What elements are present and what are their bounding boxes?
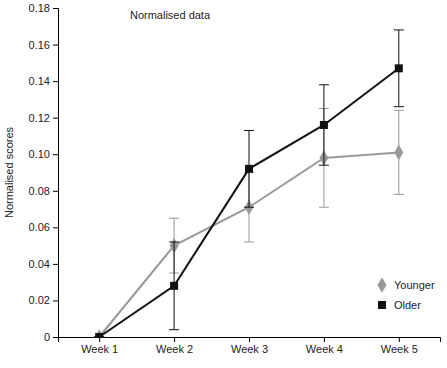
legend: Younger Older — [378, 277, 435, 311]
x-tick: Week 3 — [231, 337, 268, 355]
error-bar — [244, 130, 254, 207]
error-bar — [169, 242, 179, 330]
x-tick-mark — [249, 337, 250, 342]
y-tick: 0 — [44, 331, 58, 343]
x-tick-label: Week 5 — [381, 343, 418, 355]
marker — [95, 329, 104, 338]
y-tick-label: 0 — [44, 331, 50, 343]
error-bar-cap — [394, 110, 404, 111]
y-tick: 0.04 — [29, 258, 58, 270]
marker — [394, 145, 403, 161]
error-bar-cap — [244, 130, 254, 131]
x-tick-mark — [324, 337, 325, 342]
marker — [245, 165, 253, 173]
error-bar-cap — [394, 29, 404, 30]
x-tick-label: Week 1 — [81, 343, 118, 355]
error-bar-cap — [394, 106, 404, 107]
error-bar-cap — [169, 329, 179, 330]
x-tick: Week 5 — [381, 337, 418, 355]
x-tick-mark — [399, 337, 400, 342]
error-bar-cap — [169, 241, 179, 242]
x-tick: Week 2 — [156, 337, 193, 355]
y-tick: 0.16 — [29, 39, 58, 51]
y-tick-mark — [53, 227, 58, 228]
y-tick: 0.06 — [29, 221, 58, 233]
x-tick-mark — [174, 337, 175, 342]
error-bar — [394, 30, 404, 107]
legend-marker — [378, 301, 386, 309]
title: Normalised data — [130, 9, 211, 21]
error-bar-cap — [319, 207, 329, 208]
x-axis: Week 1 Week 2 Week 3 Week 4 Week 5 — [59, 337, 441, 355]
marker — [95, 333, 103, 338]
marker — [320, 121, 328, 129]
plot-area — [94, 30, 404, 338]
y-axis-line — [53, 9, 59, 338]
y-tick-label: 0.02 — [29, 294, 50, 306]
y-tick-label: 0.18 — [29, 2, 50, 14]
chart: 0 0.02 0.04 0.06 0.08 0.10 0.12 0.14 0.16 0.18 Wee… — [0, 0, 447, 368]
x-tick: Week 4 — [306, 337, 343, 355]
y-tick: 0.08 — [29, 185, 58, 197]
y-tick-mark — [53, 191, 58, 192]
error-bar-cap — [244, 207, 254, 208]
y-tick-mark — [53, 118, 58, 119]
series-line — [99, 68, 399, 337]
y-tick-mark — [53, 300, 58, 301]
y-tick-mark — [53, 154, 58, 155]
error-bar-cap — [319, 84, 329, 85]
series — [94, 109, 404, 338]
marker — [170, 282, 178, 290]
y-tick: 0.18 — [29, 2, 58, 14]
y-tick-mark — [53, 8, 58, 9]
error-bar-cap — [169, 218, 179, 219]
y-tick-label: 0.04 — [29, 258, 50, 270]
y-tick: 0.02 — [29, 294, 58, 306]
legend-marker — [378, 277, 387, 293]
y-tick-label: 0.10 — [29, 148, 50, 160]
error-bar — [319, 85, 329, 165]
y-tick-label: 0.08 — [29, 185, 50, 197]
x-tick-label: Week 4 — [306, 343, 343, 355]
y-tick-mark — [53, 81, 58, 82]
y-tick-label: 0.06 — [29, 221, 50, 233]
y-tick: 0.12 — [29, 112, 58, 124]
error-bar — [394, 110, 404, 194]
y-tick-label: 0.12 — [29, 112, 50, 124]
series — [94, 30, 404, 338]
y-tick-label: 0.14 — [29, 75, 50, 87]
error-bar-cap — [319, 165, 329, 166]
error-bar-cap — [394, 194, 404, 195]
error-bar-cap — [244, 241, 254, 242]
y-tick: 0.14 — [29, 75, 58, 87]
y-tick-label: 0.16 — [29, 39, 50, 51]
y-axis: 0 0.02 0.04 0.06 0.08 0.10 0.12 0.14 0.16 0.18 — [29, 2, 59, 343]
marker — [395, 64, 403, 72]
legend-label: Older — [394, 299, 421, 311]
y-axis-title: Normalised scores — [3, 126, 15, 218]
legend-label: Younger — [394, 279, 435, 291]
y-tick: 0.10 — [29, 148, 58, 160]
x-tick: Week 1 — [81, 337, 118, 355]
x-axis-line — [59, 338, 441, 343]
x-tick-label: Week 2 — [156, 343, 193, 355]
x-tick-label: Week 3 — [231, 343, 268, 355]
y-tick-mark — [53, 45, 58, 46]
y-tick-mark — [53, 337, 58, 338]
y-tick-mark — [53, 264, 58, 265]
